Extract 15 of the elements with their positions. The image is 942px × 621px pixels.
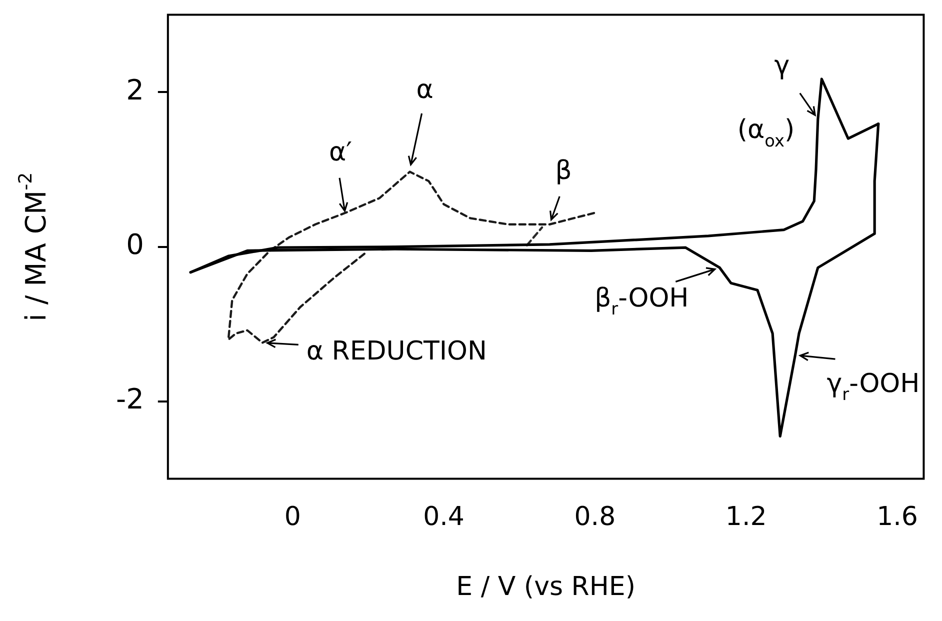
- y-tick-label: 2: [126, 73, 144, 106]
- x-tick-label: 0.8: [574, 502, 616, 532]
- y-tick-label: 0: [126, 228, 144, 262]
- x-axis-title: E / V (vs RHE): [456, 572, 636, 602]
- x-tick-label: 0: [284, 502, 301, 532]
- y-axis-title: i / MA CM-2: [16, 172, 52, 322]
- annotation: γ: [774, 50, 790, 81]
- x-tick-label: 1.2: [725, 502, 767, 532]
- annotation: α REDUCTION: [306, 336, 487, 366]
- x-tick-label: 1.6: [876, 502, 918, 532]
- annotation: α′: [329, 138, 352, 168]
- x-tick-label: 0.4: [423, 502, 464, 532]
- y-tick-label: -2: [116, 382, 144, 416]
- annotation: α: [416, 75, 434, 106]
- annotation: β: [555, 156, 572, 186]
